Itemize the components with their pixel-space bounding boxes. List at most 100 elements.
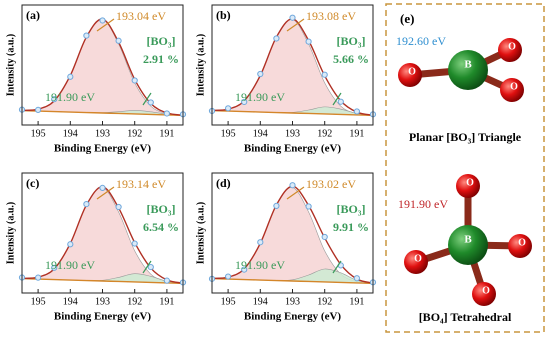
data-point <box>51 96 58 103</box>
energy-label: 191.90 eV <box>398 197 448 211</box>
x-tick-label: 191 <box>159 296 174 307</box>
pointer <box>332 92 342 106</box>
data-point <box>321 233 328 241</box>
bo3-molecule: B O O O <box>398 38 524 102</box>
species-label: [BO₃] <box>337 34 366 48</box>
pointer <box>96 18 115 32</box>
xps-panel: 195 194 193 192 191 Binding Energy (eV) Intens… <box>195 172 377 323</box>
data-point <box>289 182 296 189</box>
panel-label: (a) <box>26 8 40 22</box>
data-point <box>321 71 328 78</box>
peak-label: 193.02 eV <box>306 177 356 191</box>
background-line <box>211 277 374 285</box>
peak-label: 193.14 eV <box>116 177 166 191</box>
background-line <box>211 109 374 117</box>
boron-atom <box>448 225 488 265</box>
oxygen-atom <box>404 250 428 274</box>
xps-panel: 195 194 193 192 191 Binding Energy (eV) Intens… <box>195 4 377 155</box>
atom-label: O <box>508 41 516 52</box>
panel-label: (b) <box>216 8 231 22</box>
atom-label: O <box>408 66 416 77</box>
species-label: [BO₃] <box>147 202 176 216</box>
data-point <box>273 35 280 42</box>
x-tick-label: 191 <box>349 296 364 307</box>
data-point <box>131 77 138 84</box>
bo4-molecule: B O O O O <box>404 174 532 306</box>
oxygen-atom <box>456 174 480 198</box>
xps-panel: 195 194 193 192 191 Binding Energy (eV) Intens… <box>5 4 187 155</box>
data-point <box>241 266 248 273</box>
data-point <box>83 200 90 208</box>
data-point <box>241 98 248 106</box>
peak-label: 193.08 eV <box>306 9 356 23</box>
data-point <box>273 202 280 209</box>
oxygen-atom <box>500 78 524 102</box>
x-axis-title: Binding Energy (eV) <box>54 311 152 323</box>
y-axis-title: Intensity (a.u.) <box>195 202 206 265</box>
data-point <box>163 110 170 117</box>
oxygen-atom <box>498 38 522 62</box>
structure-caption: Planar [BO₃] Triangle <box>409 130 522 144</box>
data-point <box>257 70 264 78</box>
data-point <box>131 240 138 247</box>
data-point <box>35 274 42 281</box>
atom-label: O <box>518 237 526 248</box>
data-point <box>225 105 232 112</box>
x-tick-label: 195 <box>221 296 236 307</box>
x-tick-label: 194 <box>63 128 78 139</box>
structure-panel: (e) 192.60 eV B O O O Planar [BO₃] Trian… <box>385 3 545 333</box>
pointer <box>142 92 152 106</box>
data-point <box>51 264 58 271</box>
data-point <box>353 275 360 282</box>
atom-label: B <box>464 59 472 71</box>
percent-label: 9.91 % <box>333 220 369 234</box>
x-tick-label: 191 <box>159 128 174 139</box>
pointer <box>286 186 305 200</box>
pointer <box>142 260 152 274</box>
background-line <box>21 109 184 117</box>
data-point <box>257 239 264 246</box>
data-point <box>67 241 74 248</box>
data-point <box>147 263 154 271</box>
data-point <box>353 108 360 115</box>
boron-atom <box>448 50 488 90</box>
minor-peak-label: 191.90 eV <box>235 90 285 104</box>
data-point <box>305 38 312 45</box>
species-label: [BO₃] <box>337 202 366 216</box>
x-tick-label: 194 <box>253 128 268 139</box>
minor-peak-label: 191.90 eV <box>235 258 285 272</box>
x-tick-label: 193 <box>95 128 110 139</box>
structure-caption: [BO₄] Tetrahedral <box>419 310 512 324</box>
data-point <box>289 14 296 21</box>
panel-label: (c) <box>26 176 39 190</box>
minor-peak-label: 191.90 eV <box>45 258 95 272</box>
x-tick-label: 195 <box>221 128 236 139</box>
data-point <box>99 184 106 191</box>
x-tick-label: 195 <box>31 296 46 307</box>
species-label: [BO₃] <box>147 34 176 48</box>
minor-peak-label: 191.90 eV <box>45 90 95 104</box>
percent-label: 5.66 % <box>333 52 369 66</box>
data-point <box>115 37 122 44</box>
pointer <box>332 260 342 274</box>
x-axis-title: Binding Energy (eV) <box>244 311 342 323</box>
peak-label: 193.04 eV <box>116 9 166 23</box>
x-tick-label: 192 <box>317 128 332 139</box>
y-axis-title: Intensity (a.u.) <box>5 202 16 265</box>
x-tick-label: 193 <box>95 296 110 307</box>
x-tick-label: 191 <box>349 128 364 139</box>
x-axis-title: Binding Energy (eV) <box>54 143 152 155</box>
data-point <box>305 203 312 210</box>
x-tick-label: 194 <box>253 296 268 307</box>
percent-label: 6.54 % <box>143 220 179 234</box>
x-tick-label: 192 <box>127 128 142 139</box>
x-tick-label: 193 <box>285 296 300 307</box>
data-point <box>163 277 170 284</box>
data-point <box>225 273 232 280</box>
data-point <box>115 203 122 211</box>
percent-label: 2.91 % <box>143 52 179 66</box>
data-point <box>83 32 90 39</box>
atom-label: O <box>510 81 518 92</box>
oxygen-atom <box>508 234 532 258</box>
